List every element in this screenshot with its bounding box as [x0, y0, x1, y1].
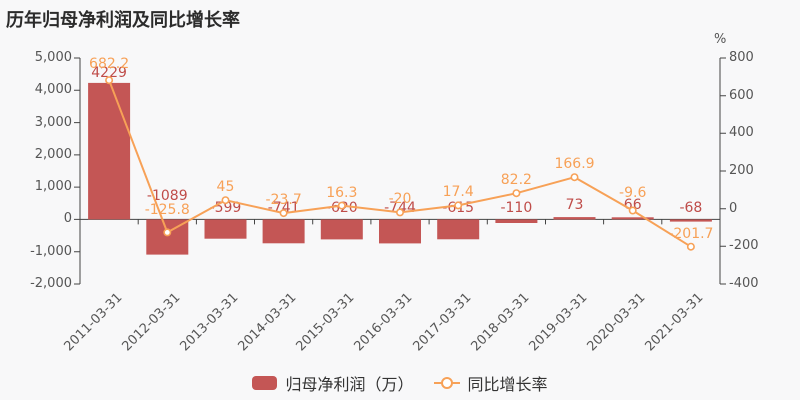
growth-rate-line[interactable] [108, 79, 692, 248]
line-series-swatch [433, 376, 460, 390]
line-point-2017-03-31[interactable] [454, 201, 463, 210]
line-value-label: 16.3 [326, 184, 358, 201]
right-axis-tick-label: 800 [729, 50, 754, 65]
left-axis-tick-label: 5,000 [34, 50, 72, 65]
bar-value-label: 73 [565, 197, 584, 214]
left-axis-tick-label: -2,000 [30, 276, 72, 291]
right-axis-unit: % [714, 32, 727, 47]
bar-2020-03-31[interactable] [611, 217, 654, 220]
bar-2017-03-31[interactable] [437, 219, 480, 240]
line-value-label: -23.7 [265, 192, 302, 209]
left-axis-tick-label: -1,000 [30, 243, 72, 259]
bar-2011-03-31[interactable] [88, 82, 131, 220]
left-axis-tick-label: 2,000 [34, 146, 72, 162]
line-value-label: -20 [388, 191, 412, 208]
right-axis-tick-label: 200 [729, 163, 754, 178]
bar-2015-03-31[interactable] [320, 219, 363, 240]
bar-2018-03-31[interactable] [495, 219, 538, 223]
line-point-2012-03-31[interactable] [163, 228, 172, 237]
bar-value-label: -1089 [146, 188, 188, 204]
line-value-label: 17.4 [442, 184, 474, 201]
line-value-label: 45 [216, 179, 235, 196]
line-value-label: -125.8 [144, 202, 190, 218]
bar-2021-03-31[interactable] [669, 219, 712, 222]
bar-2013-03-31[interactable] [204, 219, 247, 239]
right-axis-tick-label: 600 [729, 87, 754, 103]
line-point-2014-03-31[interactable] [279, 209, 288, 218]
bar-series-swatch [252, 376, 278, 390]
line-point-2019-03-31[interactable] [570, 173, 579, 182]
legend: 归母净利润（万） 同比增长率 [0, 371, 800, 395]
line-point-2015-03-31[interactable] [337, 201, 346, 210]
chart-title: 历年归母净利润及同比增长率 [6, 10, 240, 31]
line-value-label: -9.6 [619, 185, 647, 201]
right-axis-tick-label: -200 [729, 238, 759, 254]
line-swatch-marker-icon [440, 377, 453, 389]
bar-2014-03-31[interactable] [262, 219, 305, 244]
left-axis-tick-label: 3,000 [34, 114, 72, 130]
legend-label-net-profit: 归母净利润（万） [285, 375, 414, 394]
line-point-2018-03-31[interactable] [512, 189, 521, 198]
legend-item-growth-rate[interactable]: 同比增长率 [433, 371, 548, 395]
line-point-2016-03-31[interactable] [395, 208, 404, 217]
right-axis-tick-label: 0 [729, 200, 738, 216]
line-value-label: 682.2 [89, 56, 130, 72]
bar-2016-03-31[interactable] [379, 219, 421, 244]
left-axis-tick-label: 1,000 [34, 179, 72, 195]
legend-item-net-profit[interactable]: 归母净利润（万） [252, 371, 414, 395]
bar-value-label: -68 [679, 200, 703, 217]
right-axis-tick-label: -400 [729, 276, 759, 291]
line-point-2020-03-31[interactable] [628, 206, 637, 215]
left-axis-tick-label: 4,000 [34, 82, 72, 98]
axis-tick-marks [74, 57, 726, 285]
line-point-2021-03-31[interactable] [686, 242, 695, 251]
line-value-label: 166.9 [554, 156, 595, 173]
line-value-label: -201.7 [668, 225, 714, 242]
left-axis-tick-label: 0 [63, 211, 72, 227]
bar-value-label: -110 [500, 200, 533, 217]
line-point-2011-03-31[interactable] [105, 76, 114, 85]
bar-value-label: 4229 [91, 65, 127, 81]
bar-2019-03-31[interactable] [553, 217, 596, 220]
right-axis-tick-label: 400 [729, 125, 754, 141]
line-value-label: 82.2 [500, 172, 532, 189]
legend-label-growth-rate: 同比增长率 [467, 375, 548, 394]
line-point-2013-03-31[interactable] [221, 196, 230, 205]
